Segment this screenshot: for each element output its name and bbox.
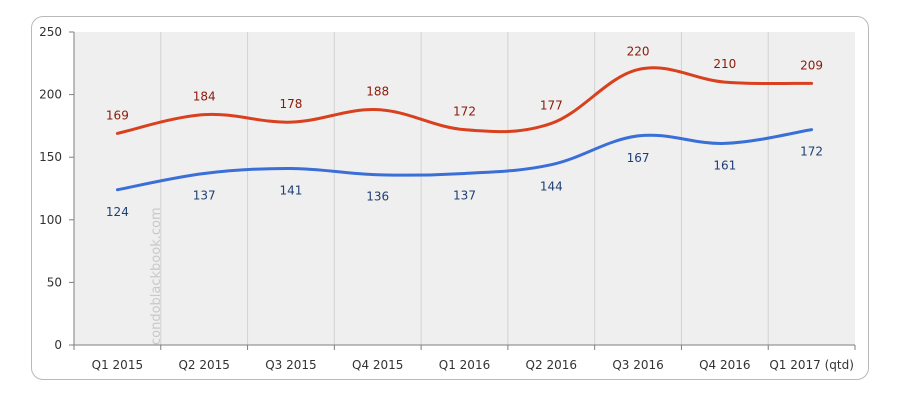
plot-area: [74, 32, 855, 345]
x-tick-label: Q1 2016: [439, 358, 490, 372]
x-tick-label: Q3 2015: [265, 358, 316, 372]
data-label: 136: [366, 190, 389, 204]
data-label: 144: [540, 180, 563, 194]
data-label: 178: [279, 97, 302, 111]
x-tick-label: Q4 2016: [699, 358, 750, 372]
y-tick-label: 50: [47, 275, 62, 289]
data-label: 137: [193, 188, 216, 202]
y-tick-label: 100: [39, 213, 62, 227]
data-label: 141: [279, 183, 302, 197]
x-tick-label: Q1 2017 (qtd): [769, 358, 854, 372]
data-label: 177: [540, 98, 563, 112]
x-tick-label: Q2 2016: [526, 358, 577, 372]
data-label: 169: [106, 108, 129, 122]
data-label: 124: [106, 205, 129, 219]
data-label: 167: [627, 151, 650, 165]
data-label: 220: [627, 45, 650, 59]
data-label: 188: [366, 85, 389, 99]
x-tick-label: Q3 2016: [612, 358, 663, 372]
data-label: 172: [800, 145, 823, 159]
y-tick-label: 0: [54, 338, 62, 352]
data-label: 210: [713, 57, 736, 71]
x-tick-label: Q4 2015: [352, 358, 403, 372]
data-label: 137: [453, 188, 476, 202]
data-label: 184: [193, 90, 216, 104]
y-tick-label: 150: [39, 150, 62, 164]
x-tick-label: Q1 2015: [92, 358, 143, 372]
data-label: 172: [453, 105, 476, 119]
x-tick-label: Q2 2015: [178, 358, 229, 372]
y-tick-label: 250: [39, 25, 62, 39]
y-tick-label: 200: [39, 88, 62, 102]
watermark: condoblackbook.com: [149, 207, 164, 345]
data-label: 209: [800, 58, 823, 72]
data-label: 161: [713, 158, 736, 172]
